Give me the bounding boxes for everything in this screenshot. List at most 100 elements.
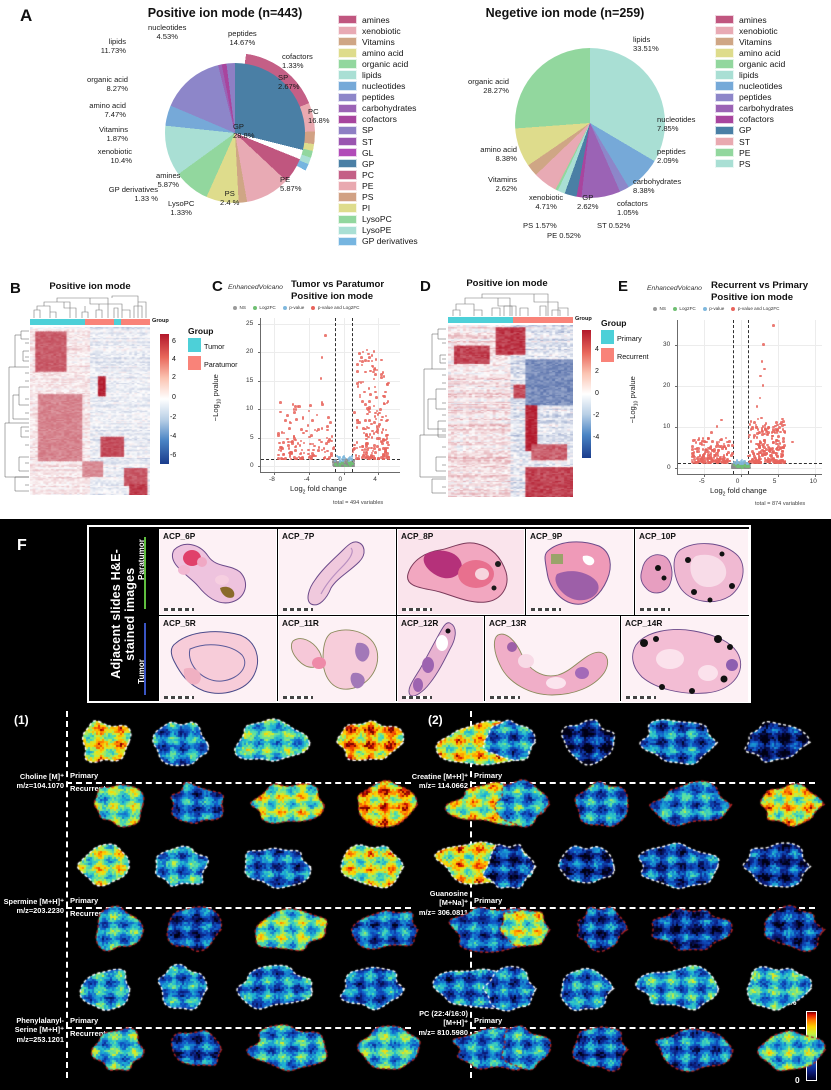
volcano-data-point: [293, 437, 296, 441]
heatmap-b-group-label-tumor: Tumor: [204, 342, 225, 351]
he-label-acp-8p: ACP_8P: [401, 531, 434, 541]
volcano-data-point: [693, 438, 697, 442]
msi-label-creatine: Creatine [M+H]⁺ m/z= 114.0662: [404, 772, 468, 791]
volcano-data-point: [735, 462, 738, 465]
he-label-acp-6p: ACP_6P: [163, 531, 196, 541]
legend-swatch-ps: [338, 192, 357, 202]
he-tile-acp-6p[interactable]: ACP_6P: [159, 529, 277, 615]
pie-label-amino-acid: amino acid 7.47%: [89, 101, 126, 119]
volcano-data-point: [765, 458, 769, 462]
volcano-data-point: [325, 442, 328, 445]
volcano-data-point: [374, 411, 377, 415]
neg-legend-label-vitamins: Vitamins: [739, 36, 772, 47]
volcano-data-point: [691, 461, 695, 464]
volcano-data-point: [319, 377, 323, 380]
he-tile-acp-5r[interactable]: ACP_5R: [159, 616, 277, 703]
volcano-xtick: [378, 472, 380, 475]
volcano-data-point: [329, 421, 332, 424]
he-tile-acp-10p[interactable]: ACP_10P: [635, 529, 749, 615]
volcano-data-point: [367, 352, 371, 356]
neg-pie-label-amino-acid: amino acid 8.38%: [480, 145, 517, 163]
volcano-data-point: [295, 418, 298, 421]
msi-rowlabel-choline-recurrent: Recurrent: [70, 784, 106, 793]
volcano-data-point: [367, 456, 371, 459]
intensity-scale-min: 0: [795, 1075, 800, 1085]
volcano-data-point: [732, 465, 735, 469]
pie-label-gp-derivatives: GP derivatives 1.33 %: [108, 185, 158, 203]
neg-legend-label-carbohydrates: carbohydrates: [739, 103, 794, 114]
volcano-data-point: [294, 449, 297, 452]
volcano-data-point: [706, 448, 710, 452]
volcano-data-point: [725, 459, 729, 462]
volcano-data-point: [374, 358, 378, 361]
volcano-data-point: [707, 450, 711, 454]
volcano-c-legend-log2fc: Log2FC: [252, 305, 276, 310]
volcano-data-point: [779, 430, 782, 434]
volcano-data-point: [386, 433, 389, 437]
volcano-data-point: [771, 449, 775, 453]
he-tile-acp-13r[interactable]: ACP_13R: [485, 616, 620, 703]
volcano-data-point: [358, 395, 362, 399]
msi-ion-image: [554, 837, 618, 895]
volcano-data-point: [373, 415, 377, 418]
volcano-data-point: [777, 435, 781, 438]
volcano-data-point: [302, 431, 306, 435]
volcano-data-point: [765, 448, 769, 451]
volcano-gridline-v: [703, 320, 705, 474]
volcano-data-point: [291, 440, 294, 444]
volcano-data-point: [382, 452, 385, 456]
volcano-data-point: [776, 428, 779, 432]
volcano-data-point: [751, 450, 754, 453]
volcano-data-point: [766, 443, 770, 447]
he-image-acp-7p: [279, 530, 395, 614]
neg-pie-label-ps: PS 1.57%: [523, 221, 557, 230]
volcano-data-point: [751, 427, 754, 430]
volcano-data-point: [761, 445, 765, 449]
volcano-data-point: [696, 450, 700, 453]
volcano-e-title-line1: Recurrent vs Primary: [711, 280, 809, 291]
volcano-data-point: [358, 352, 361, 355]
pie-label-vitamins: Vitamins 1.87%: [99, 125, 128, 143]
volcano-data-point: [350, 458, 353, 461]
legend-swatch-amino-acid: [338, 48, 357, 58]
legend-swatch-lipids: [338, 70, 357, 80]
neg-legend-swatch-nucleotides: [715, 81, 734, 91]
he-tile-acp-7p[interactable]: ACP_7P: [278, 529, 396, 615]
volcano-ytick-label: 30: [663, 340, 671, 348]
volcano-c-legend-pvalue-label: p-value: [289, 305, 305, 310]
volcano-data-point: [364, 418, 367, 422]
msi-ion-image: [334, 713, 412, 771]
volcano-e-legend-pvalue-label: p-value: [709, 306, 725, 311]
volcano-data-point: [767, 445, 770, 449]
he-tile-acp-14r[interactable]: ACP_14R: [621, 616, 749, 703]
he-label-acp-7p: ACP_7P: [282, 531, 315, 541]
volcano-c-legend-pvalue: p-value: [282, 305, 305, 310]
volcano-data-point: [358, 421, 361, 424]
volcano-data-point: [309, 455, 312, 458]
volcano-data-point: [357, 380, 361, 384]
volcano-data-point: [728, 459, 732, 463]
volcano-data-point: [380, 373, 383, 376]
volcano-data-point: [373, 421, 376, 424]
volcano-e-legend-pvalue: p-value: [702, 306, 725, 311]
msi-rowlabel-choline-primary: Primary: [70, 771, 99, 780]
he-sidebar-line1: Adjacent slides H&E-: [109, 549, 123, 679]
volcano-data-point: [776, 442, 780, 446]
he-tile-acp-8p[interactable]: ACP_8P: [397, 529, 525, 615]
msi-label-choline-line1: Choline [M]⁺: [19, 772, 64, 781]
volcano-data-point: [378, 448, 381, 451]
volcano-data-point: [753, 421, 756, 425]
volcano-data-point: [386, 399, 390, 403]
volcano-data-point: [318, 438, 321, 442]
volcano-data-point: [375, 409, 379, 413]
volcano-data-point: [386, 418, 389, 422]
he-tile-acp-11r[interactable]: ACP_11R: [278, 616, 396, 703]
volcano-gridline-h: [261, 323, 400, 325]
he-tile-acp-9p[interactable]: ACP_9P: [526, 529, 634, 615]
volcano-data-point: [761, 384, 765, 387]
he-tile-acp-12r[interactable]: ACP_12R: [397, 616, 484, 703]
volcano-gridline-h: [678, 385, 822, 387]
volcano-data-point: [384, 428, 388, 432]
volcano-data-point: [363, 448, 367, 451]
volcano-xtick-label: -4: [303, 476, 310, 483]
